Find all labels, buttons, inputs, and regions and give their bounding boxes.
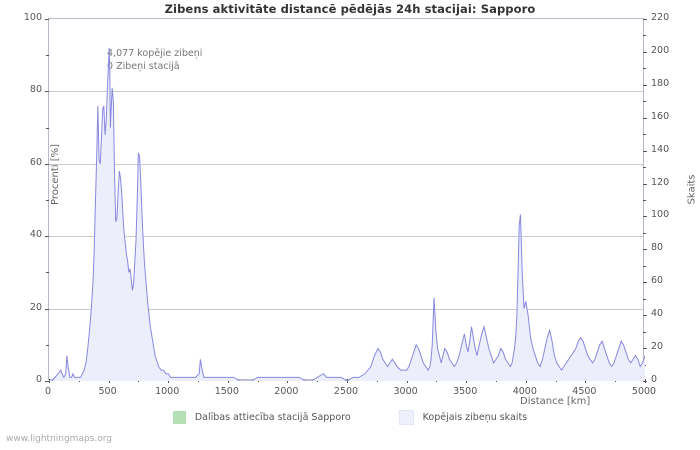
annotation-total-strikes: 4,077 kopējie zibeņi (107, 48, 203, 59)
y-axis-right-tick-label: 20 (651, 341, 664, 353)
y-axis-right-tick-label: 40 (651, 308, 664, 320)
x-axis-tick-label: 2500 (333, 386, 359, 397)
series-line (49, 47, 645, 381)
y-axis-left-tick-label: 0 (35, 374, 42, 385)
x-axis-tick-label: 3000 (393, 386, 418, 397)
footer-url: www.lightningmaps.org (6, 434, 112, 444)
x-axis-tick-label: 5000 (631, 386, 657, 397)
y-axis-right-tick-label: 0 (651, 374, 658, 385)
x-axis-title: Distance [km] (520, 396, 591, 407)
legend-swatch-green (172, 411, 186, 424)
y-axis-right-tick-label: 180 (651, 77, 670, 89)
x-axis-tick-label: 4000 (512, 386, 537, 397)
x-axis-tick-label: 500 (98, 386, 117, 397)
y-axis-right-tick-label: 200 (651, 44, 670, 56)
x-axis-tick-label: 1500 (214, 386, 239, 397)
y-axis-right-tick-label: 160 (651, 110, 670, 122)
legend-item-total-count: Kopējais zibeņu skaits (398, 410, 528, 425)
x-axis-tick-label: 2000 (274, 386, 299, 397)
y-axis-left-tick-label: 60 (29, 156, 42, 168)
annotation-station-strikes: 0 Zibeņi stacijā (107, 61, 180, 72)
y-axis-left-tick-label: 40 (29, 229, 42, 241)
y-axis-right-tick-label: 100 (651, 209, 670, 221)
y-axis-right-tick-label: 80 (651, 242, 664, 254)
x-axis-tick-label: 3500 (453, 386, 478, 397)
y-axis-right-tick-label: 120 (651, 176, 670, 188)
y-axis-left-tick-label: 100 (23, 12, 42, 23)
x-axis-tick-label: 1000 (155, 386, 180, 397)
chart-legend: Dalības attiecība stacijā Sapporo Kopēja… (0, 410, 700, 425)
x-axis-tick-label: 0 (44, 386, 52, 397)
legend-item-station-ratio: Dalības attiecība stacijā Sapporo (172, 411, 351, 424)
y-axis-left-title: Procenti [%] (50, 143, 62, 206)
y-axis-right-tick-label: 140 (651, 143, 670, 155)
legend-swatch-lavender (398, 410, 414, 425)
lightning-count-series (49, 47, 645, 381)
annotation-box: 4,077 kopējie zibeņi 0 Zibeņi stacijā (107, 47, 202, 73)
x-axis-tick-label: 4500 (572, 386, 597, 397)
series-area-fill (49, 47, 645, 381)
legend-label-station-ratio: Dalības attiecība stacijā Sapporo (194, 412, 351, 423)
y-axis-right-tick-label: 220 (651, 12, 670, 23)
legend-label-total-count: Kopējais zibeņu skaits (422, 412, 528, 423)
plot-area: 4,077 kopējie zibeņi 0 Zibeņi stacijā Pr… (45, 18, 698, 383)
y-axis-left-tick-label: 80 (29, 84, 42, 96)
y-axis-left-tick-label: 20 (29, 301, 42, 313)
page-title: Zibens aktivitāte distancē pēdējās 24h s… (164, 2, 536, 16)
y-axis-right-tick-label: 60 (651, 275, 664, 287)
